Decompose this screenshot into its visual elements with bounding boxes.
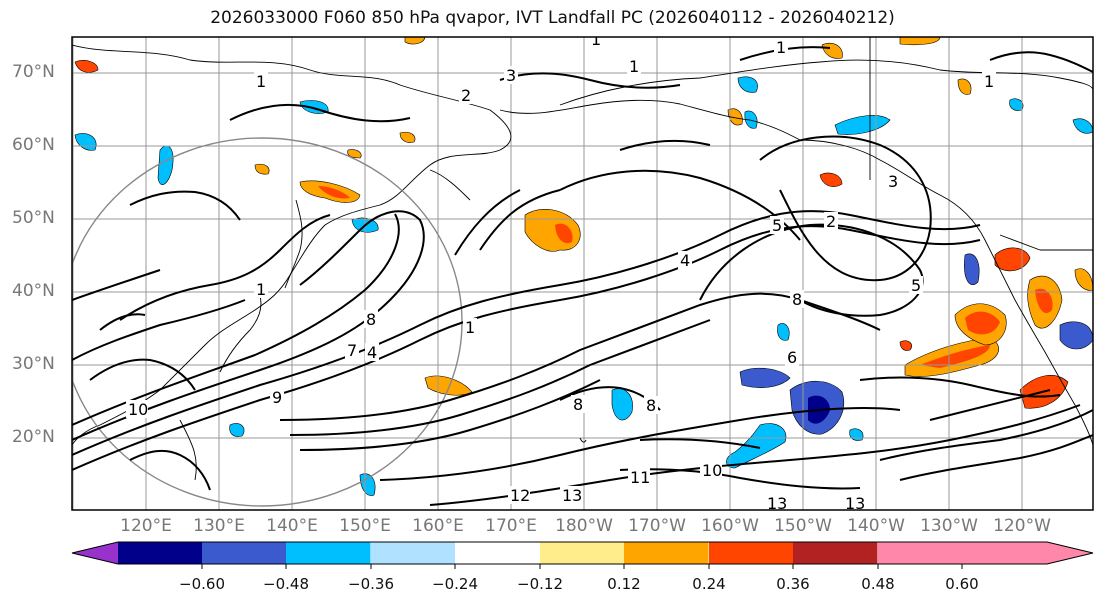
contour-label: 5 [772,216,782,235]
colorbar-tick-label: 0.60 [945,575,979,593]
ivt-contours [72,46,1093,506]
lon-label: 130°E [193,516,245,536]
colorbar-segment [371,542,456,564]
colorbar-segment [709,542,794,564]
contour-label: 12 [510,486,530,505]
contour-label: 3 [888,172,898,191]
lon-label: 120°W [993,516,1051,536]
colorbar-tick-label: 0.36 [776,575,810,593]
lat-label: 50°N [12,208,55,228]
coastlines [72,37,1093,481]
contour-label: 4 [680,251,690,270]
lat-label: 40°N [12,281,55,301]
contour-label: 6 [787,348,797,367]
contour-label: 8 [573,395,583,414]
contour-label: 1 [984,72,994,91]
lon-label: 160°E [412,516,464,536]
colorbar-segment [624,542,709,564]
contour-label: 2 [826,212,836,231]
contour-label: 1 [776,38,786,57]
lon-label: 120°E [120,516,172,536]
lon-label: 170°E [485,516,537,536]
colorbar-segment [455,542,540,564]
lon-label: 170°W [628,516,686,536]
colorbar-segment [540,542,625,564]
grid-lines [72,37,1093,510]
lon-label: 180°W [555,516,613,536]
contour-label: 8 [792,290,802,309]
contour-label: 13 [767,494,787,513]
contour-label: 1 [256,72,266,91]
lon-label: 160°W [701,516,759,536]
lon-label: 140°E [266,516,318,536]
colorbar-tick-label: −0.36 [348,575,394,593]
colorbar-tick-label: −0.60 [179,575,225,593]
colorbar [71,541,1094,569]
colorbar-segment [878,542,963,564]
lon-label: 150°E [339,516,391,536]
contour-label: 5 [911,276,921,295]
colorbar-segment [202,542,287,564]
lat-label: 70°N [12,62,55,82]
map-frame [71,36,1094,511]
colorbar-tick-label: −0.12 [517,575,563,593]
contour-label: 10 [702,461,722,480]
contour-label: 8 [646,396,656,415]
lat-label: 20°N [12,427,55,447]
colorbar-extend-low [72,542,118,564]
colorbar-extend-high [962,542,1093,564]
contour-label: 1 [629,57,639,76]
contour-label: 10 [128,400,148,419]
colorbar-tick-label: 0.12 [607,575,641,593]
contour-label: 13 [845,494,865,513]
contour-label: 8 [366,310,376,329]
colorbar-tick-label: −0.24 [432,575,478,593]
contour-label: 4 [367,343,377,362]
contour-label: 1 [591,30,601,49]
lon-label: 130°W [920,516,978,536]
contour-labels: 1 1 1 1 1 1 1 2 2 3 3 4 4 5 5 6 7 8 8 8 … [126,30,996,513]
colorbar-tick-label: 0.48 [861,575,895,593]
contour-label: 1 [465,318,475,337]
contour-label: 11 [630,468,650,487]
contour-label: 9 [272,388,282,407]
colorbar-segment [118,542,203,564]
colorbar-tick-label: −0.48 [263,575,309,593]
lon-label: 150°W [774,516,832,536]
lat-label: 60°N [12,135,55,155]
contour-label: 7 [347,341,357,360]
lon-label: 140°W [847,516,905,536]
map-title: 2026033000 F060 850 hPa qvapor, IVT Land… [210,8,895,28]
contour-label: 2 [461,86,471,105]
colorbar-segment [286,542,371,564]
map-area: 1 1 1 1 1 1 1 2 2 3 3 4 4 5 5 6 7 8 8 8 … [72,30,1093,513]
lat-label: 30°N [12,354,55,374]
colorbar-tick-label: 0.24 [692,575,726,593]
contour-label: 13 [562,486,582,505]
contour-label: 1 [256,280,266,299]
colorbar-segment [793,542,878,564]
contour-label: 3 [506,66,516,85]
